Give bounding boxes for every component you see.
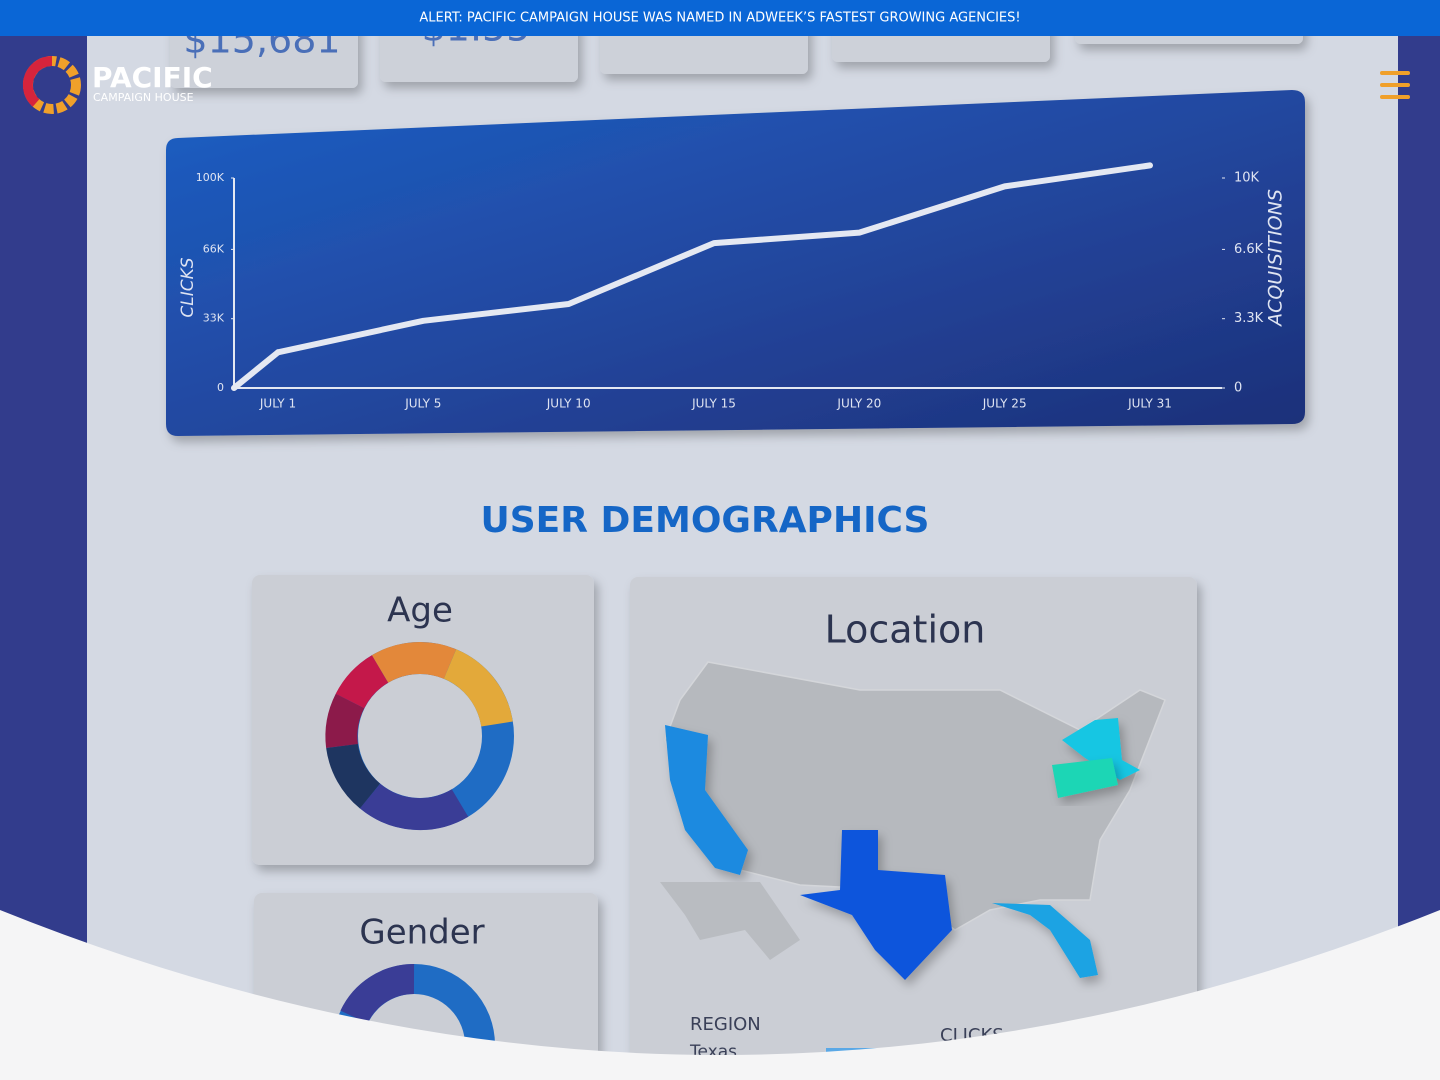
line-start [231, 349, 281, 391]
x-tick-label: JULY 15 [691, 397, 736, 411]
map-state [1052, 758, 1118, 798]
x-tick-label: JULY 5 [404, 397, 441, 411]
age-card [252, 575, 594, 865]
logo-name: PACIFIC [92, 61, 213, 94]
x-tick-label: JULY 25 [982, 397, 1027, 411]
map-state [665, 725, 748, 875]
map-state [992, 903, 1098, 978]
donut-segment [359, 783, 469, 831]
y2-tick-label: 3.3K [1234, 311, 1264, 326]
y2-tick-label: 0 [1234, 381, 1242, 396]
y-axis-label: CLICKS [178, 257, 198, 317]
donut-segment [326, 743, 381, 809]
menu-button[interactable] [1380, 71, 1410, 99]
x-tick-label: JULY 20 [836, 397, 881, 411]
map-state [800, 830, 952, 980]
alert-text[interactable]: ALERT: PACIFIC CAMPAIGN HOUSE WAS NAMED … [419, 11, 1020, 26]
y2-tick-label: 10K [1234, 171, 1260, 186]
card-title: Age [387, 591, 453, 631]
menu-bar [1380, 95, 1410, 99]
menu-bar [1380, 83, 1410, 87]
x-tick-label: JULY 10 [546, 397, 591, 411]
y-tick-label: 66K [203, 242, 225, 255]
x-tick-label: JULY 1 [259, 397, 296, 411]
menu-bar [1380, 71, 1410, 75]
y-tick-label: 0 [217, 381, 224, 394]
data-line [275, 162, 1153, 356]
map-state [1062, 718, 1140, 780]
logo[interactable]: PACIFIC CAMPAIGN HOUSE [22, 55, 213, 114]
chart-panel [166, 90, 1305, 436]
alert-bar[interactable] [0, 0, 1440, 36]
donut-segment [335, 655, 389, 709]
chart: 0 33K 66K 100K 0 3.3K 6.6K 10K CLICKS ACQUISITION… [178, 162, 1287, 411]
logo-arc [22, 55, 53, 107]
bottom-curve [0, 910, 1440, 1080]
y-tick-label: 100K [196, 171, 225, 184]
donut-segment [340, 963, 415, 1024]
donut-segment [325, 693, 365, 748]
donut-segment [371, 642, 457, 684]
x-tick-label: JULY 31 [1127, 397, 1172, 411]
age-donut [325, 642, 514, 831]
section-title: USER DEMOGRAPHICS [481, 500, 930, 541]
y2-axis-label: ACQUISITIONS [1265, 189, 1287, 328]
table-header: REGION [690, 1014, 761, 1035]
us-map [660, 661, 1166, 980]
y2-tick-label: 6.6K [1234, 242, 1264, 257]
card-title: Location [825, 608, 986, 652]
card-title: Gender [359, 913, 484, 953]
map-alaska [660, 882, 800, 960]
y-tick-label: 33K [203, 312, 225, 325]
logo-tagline: CAMPAIGN HOUSE [93, 91, 194, 104]
donut-segment [443, 649, 513, 728]
